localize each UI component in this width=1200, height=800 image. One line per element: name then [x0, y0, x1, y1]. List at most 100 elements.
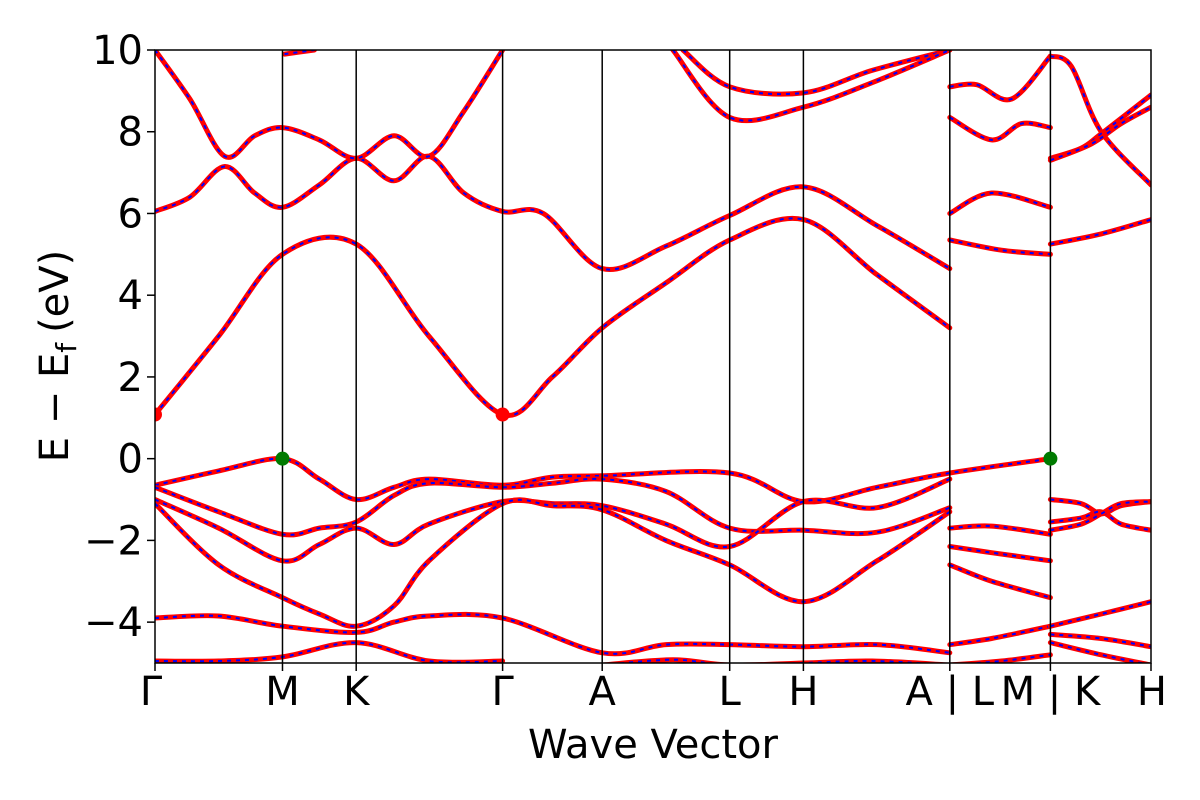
- band-c8: [947, 114, 1053, 143]
- band-c1: [155, 215, 953, 418]
- cbm-marker: [155, 407, 162, 422]
- band-line-red: [155, 611, 953, 657]
- vbm-marker: [1043, 451, 1058, 466]
- band-line-blue: [155, 478, 951, 563]
- band-line-blue: [949, 563, 1051, 599]
- band-line-blue: [949, 239, 1051, 256]
- band-v17: [1047, 631, 1151, 650]
- band-c5: [680, 50, 953, 97]
- band-v4: [155, 497, 953, 629]
- band-line-red: [947, 544, 1053, 564]
- band-v5: [155, 611, 953, 657]
- y-axis-title: E − Ef (eV): [32, 250, 83, 463]
- x-tick-label: Γ: [140, 669, 163, 715]
- x-axis-title: Wave Vector: [528, 722, 779, 768]
- band-line-blue: [682, 50, 951, 96]
- y-axis: −4 −2 0 2 4 6 8 10: [84, 28, 155, 646]
- y-axis-title-unit: (eV): [32, 250, 78, 333]
- band-c11: [1047, 53, 1151, 188]
- y-tick-label: 6: [118, 191, 143, 237]
- band-line-red: [680, 50, 953, 97]
- band-line-blue: [1050, 94, 1151, 160]
- y-tick-label: 8: [118, 110, 143, 156]
- band-v6: [155, 640, 506, 663]
- band-c3: [155, 50, 506, 161]
- band-line-blue: [155, 641, 503, 663]
- y-axis-title-main: E − E: [32, 353, 78, 463]
- vbm-marker: [275, 451, 290, 466]
- band-line-blue: [613, 658, 934, 663]
- x-tick-label: M | K: [1001, 669, 1102, 715]
- band-line-red: [947, 237, 1053, 257]
- band-v9: [947, 544, 1053, 564]
- band-line-red: [1047, 599, 1151, 629]
- kpoint-lines: [281, 50, 1052, 663]
- x-tick-label: M: [265, 669, 300, 715]
- plot-frame: [154, 49, 1152, 664]
- band-line-red: [155, 50, 506, 161]
- band-line-red: [947, 53, 1053, 103]
- band-line-red: [155, 215, 953, 418]
- band-line-red: [155, 640, 506, 663]
- band-c9: [947, 190, 1053, 216]
- band-line-blue: [155, 155, 951, 271]
- band-line-red: [947, 523, 1053, 537]
- band-v16: [1047, 599, 1151, 629]
- cbm-marker: [495, 407, 510, 422]
- x-tick-label: L: [719, 669, 742, 715]
- x-tick-label: H: [1137, 669, 1167, 715]
- band-line-red: [155, 476, 953, 564]
- band-line-red: [1047, 217, 1151, 247]
- y-tick-label: −4: [84, 600, 143, 646]
- band-line-blue: [155, 498, 951, 628]
- x-tick-label: A: [589, 669, 617, 715]
- band-c13: [1047, 104, 1151, 163]
- extrema-markers: [155, 407, 1058, 466]
- band-line-blue: [949, 191, 1051, 215]
- y-tick-label: 4: [118, 273, 143, 319]
- band-line-red: [947, 623, 1053, 648]
- band-line-blue: [1050, 600, 1151, 628]
- band-line-red: [947, 562, 1053, 601]
- band-line-blue: [949, 116, 1051, 141]
- band-line-blue: [1049, 55, 1151, 186]
- x-tick-label: H: [788, 669, 818, 715]
- band-c2: [155, 153, 953, 273]
- band-line-blue: [1050, 510, 1151, 532]
- band-line-blue: [964, 653, 1051, 663]
- y-tick-label: 0: [118, 437, 143, 483]
- bands-layer: [155, 50, 1151, 663]
- band-v1: [155, 456, 1053, 505]
- band-line-red: [1047, 499, 1151, 533]
- y-axis-title-subscript: f: [50, 342, 83, 353]
- band-line-blue: [1050, 633, 1151, 648]
- y-tick-label: −2: [84, 518, 143, 564]
- band-v3: [155, 476, 953, 564]
- x-tick-label: K: [343, 669, 371, 715]
- band-line-blue: [155, 457, 1051, 503]
- band-c7: [947, 53, 1053, 103]
- band-line-blue: [1050, 218, 1151, 246]
- band-line-blue: [155, 50, 504, 160]
- band-v10: [947, 562, 1053, 601]
- band-line-blue: [155, 217, 951, 417]
- band-v8: [947, 523, 1053, 537]
- y-tick-label: 2: [118, 355, 143, 401]
- band-line-red: [155, 497, 953, 629]
- band-v12: [948, 652, 1053, 663]
- band-v15: [1047, 499, 1151, 533]
- x-tick-label: A | L: [906, 669, 995, 715]
- band-line-red: [947, 114, 1053, 143]
- band-c14: [1047, 217, 1151, 247]
- band-line-red: [1047, 53, 1151, 188]
- band-v11: [947, 623, 1053, 648]
- band-line-blue: [1050, 106, 1151, 162]
- band-v7: [600, 657, 952, 663]
- x-tick-label: Γ: [491, 669, 514, 715]
- band-line-blue: [949, 545, 1051, 562]
- band-line-blue: [155, 477, 951, 536]
- band-line-blue: [949, 55, 1052, 101]
- band-line-red: [155, 153, 953, 273]
